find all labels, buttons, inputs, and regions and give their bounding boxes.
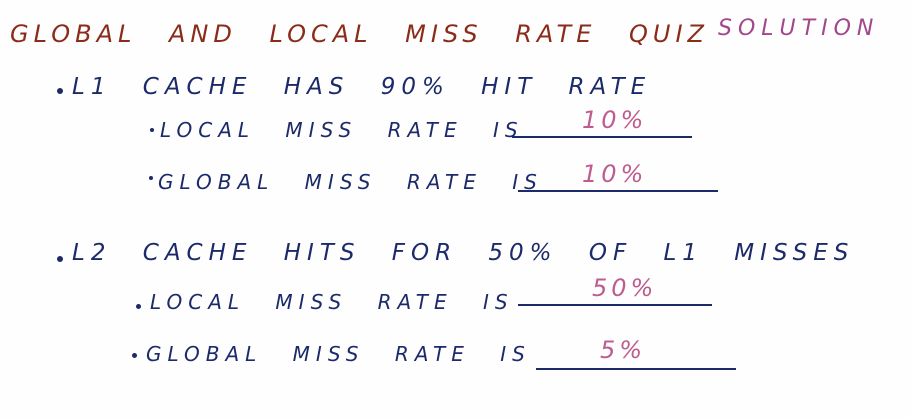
bullet-dot bbox=[57, 88, 63, 94]
l1-local-miss-answer: 10% bbox=[582, 106, 648, 134]
l2-global-miss-answer: 5% bbox=[600, 336, 647, 364]
l1-local-miss-label: LOCAL MISS RATE IS bbox=[160, 118, 524, 142]
l2-local-miss-label: LOCAL MISS RATE IS bbox=[150, 290, 514, 314]
bullet-dot bbox=[57, 256, 63, 262]
solution-tag: SOLUTION bbox=[718, 16, 880, 41]
sub-bullet-dot bbox=[132, 353, 137, 358]
slide-title: GLOBAL AND LOCAL MISS RATE QUIZ bbox=[10, 20, 709, 48]
l1-local-answer-line bbox=[512, 136, 692, 138]
l2-local-miss-answer: 50% bbox=[592, 274, 658, 302]
sub-bullet-dot bbox=[136, 304, 141, 309]
l2-global-miss-label: GLOBAL MISS RATE IS bbox=[146, 342, 531, 366]
l1-global-miss-label: GLOBAL MISS RATE IS bbox=[158, 170, 543, 194]
section-heading-l2: L2 CACHE HITS FOR 50% OF L1 MISSES bbox=[72, 240, 855, 266]
l1-global-miss-answer: 10% bbox=[582, 160, 648, 188]
sub-bullet-dot bbox=[149, 176, 153, 180]
section-heading-l1: L1 CACHE HAS 90% HIT RATE bbox=[72, 74, 652, 100]
sub-bullet-dot bbox=[150, 128, 154, 132]
l1-global-answer-line bbox=[518, 190, 718, 192]
l2-global-answer-line bbox=[536, 368, 736, 370]
l2-local-answer-line bbox=[518, 304, 712, 306]
